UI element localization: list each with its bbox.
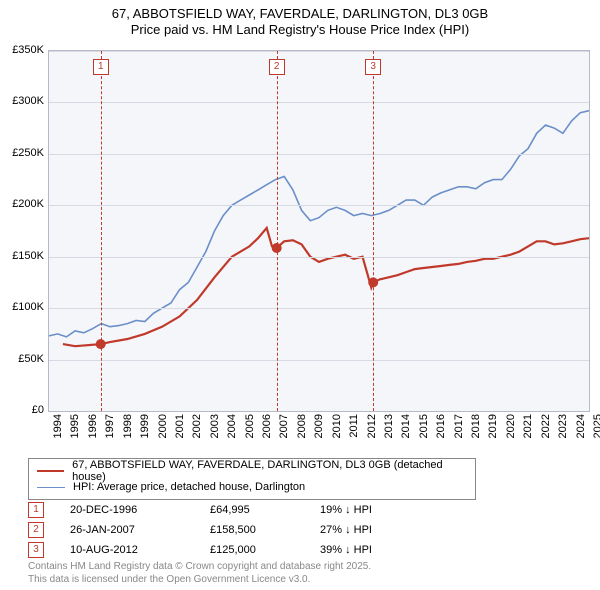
event-marker-line	[277, 51, 278, 411]
event-badge: 3	[365, 59, 381, 75]
x-tick-label: 2015	[418, 414, 430, 438]
x-tick-label: 2024	[575, 414, 587, 438]
event-badge: 2	[269, 59, 285, 75]
plot-area: 1 2 3	[48, 50, 590, 412]
footer-attribution: Contains HM Land Registry data © Crown c…	[28, 560, 371, 586]
x-tick-label: 2022	[540, 414, 552, 438]
x-tick-label: 1996	[87, 414, 99, 438]
legend-swatch-price-paid	[37, 470, 64, 472]
event-badge: 1	[93, 59, 109, 75]
event-row: 2 26-JAN-2007£158,50027% ↓ HPI	[28, 520, 420, 540]
x-tick-label: 2025	[592, 414, 600, 438]
chart-title: 67, ABBOTSFIELD WAY, FAVERDALE, DARLINGT…	[0, 0, 600, 39]
event-marker-line	[101, 51, 102, 411]
x-tick-label: 2002	[191, 414, 203, 438]
x-tick-label: 2005	[244, 414, 256, 438]
y-tick-label: £150K	[0, 250, 44, 262]
event-row-hpi-delta: 19% ↓ HPI	[320, 504, 420, 516]
x-tick-label: 2021	[522, 414, 534, 438]
x-tick-label: 2016	[435, 414, 447, 438]
x-tick-label: 2012	[366, 414, 378, 438]
legend-swatch-hpi	[37, 487, 65, 488]
footer-line-1: Contains HM Land Registry data © Crown c…	[28, 560, 371, 573]
series-line-price-paid	[63, 228, 589, 346]
markers-group	[96, 243, 379, 349]
x-tick-label: 2004	[226, 414, 238, 438]
x-tick-label: 1995	[69, 414, 81, 438]
gridline-y	[49, 51, 589, 52]
x-tick-label: 2000	[157, 414, 169, 438]
event-row-date: 20-DEC-1996	[70, 504, 210, 516]
event-row-date: 10-AUG-2012	[70, 544, 210, 556]
event-row-price: £64,995	[210, 504, 320, 516]
title-line-2: Price paid vs. HM Land Registry's House …	[0, 22, 600, 38]
gridline-y	[49, 102, 589, 103]
event-row: 1 20-DEC-1996£64,99519% ↓ HPI	[28, 500, 420, 520]
y-tick-label: £300K	[0, 95, 44, 107]
legend-label-price-paid: 67, ABBOTSFIELD WAY, FAVERDALE, DARLINGT…	[72, 459, 467, 483]
x-tick-label: 2017	[453, 414, 465, 438]
y-tick-label: £50K	[0, 353, 44, 365]
x-tick-label: 1998	[122, 414, 134, 438]
legend-row-price-paid: 67, ABBOTSFIELD WAY, FAVERDALE, DARLINGT…	[37, 463, 467, 479]
x-tick-label: 2011	[348, 414, 360, 438]
event-row-date: 26-JAN-2007	[70, 524, 210, 536]
event-row-hpi-delta: 27% ↓ HPI	[320, 524, 420, 536]
x-tick-label: 2013	[383, 414, 395, 438]
title-line-1: 67, ABBOTSFIELD WAY, FAVERDALE, DARLINGT…	[0, 6, 600, 22]
y-tick-label: £200K	[0, 198, 44, 210]
x-tick-label: 2008	[296, 414, 308, 438]
event-row-price: £125,000	[210, 544, 320, 556]
series-group	[49, 111, 589, 347]
x-tick-label: 2023	[557, 414, 569, 438]
event-row-price: £158,500	[210, 524, 320, 536]
legend-label-hpi: HPI: Average price, detached house, Darl…	[73, 481, 305, 493]
y-tick-label: £250K	[0, 147, 44, 159]
event-row-badge: 1	[28, 502, 44, 518]
y-tick-label: £350K	[0, 44, 44, 56]
gridline-y	[49, 360, 589, 361]
x-tick-label: 1999	[139, 414, 151, 438]
y-tick-label: £100K	[0, 301, 44, 313]
gridline-y	[49, 257, 589, 258]
legend: 67, ABBOTSFIELD WAY, FAVERDALE, DARLINGT…	[28, 458, 476, 500]
event-row-badge: 2	[28, 522, 44, 538]
series-line-hpi	[49, 111, 589, 337]
chart-container: 67, ABBOTSFIELD WAY, FAVERDALE, DARLINGT…	[0, 0, 600, 590]
event-marker-line	[373, 51, 374, 411]
chart-svg	[49, 51, 589, 411]
event-row-hpi-delta: 39% ↓ HPI	[320, 544, 420, 556]
x-tick-label: 2003	[209, 414, 221, 438]
x-tick-label: 2018	[470, 414, 482, 438]
x-tick-label: 2010	[331, 414, 343, 438]
x-tick-label: 2001	[174, 414, 186, 438]
event-row-badge: 3	[28, 542, 44, 558]
x-tick-label: 2020	[505, 414, 517, 438]
footer-line-2: This data is licensed under the Open Gov…	[28, 573, 371, 586]
x-tick-label: 2007	[278, 414, 290, 438]
x-tick-label: 2019	[487, 414, 499, 438]
x-tick-label: 1997	[104, 414, 116, 438]
gridline-y	[49, 205, 589, 206]
gridline-y	[49, 154, 589, 155]
gridline-y	[49, 308, 589, 309]
events-table: 1 20-DEC-1996£64,99519% ↓ HPI 2 26-JAN-2007…	[28, 500, 420, 560]
y-tick-label: £0	[0, 404, 44, 416]
x-tick-label: 1994	[52, 414, 64, 438]
x-tick-label: 2014	[400, 414, 412, 438]
event-row: 3 10-AUG-2012£125,00039% ↓ HPI	[28, 540, 420, 560]
x-tick-label: 2009	[313, 414, 325, 438]
x-tick-label: 2006	[261, 414, 273, 438]
